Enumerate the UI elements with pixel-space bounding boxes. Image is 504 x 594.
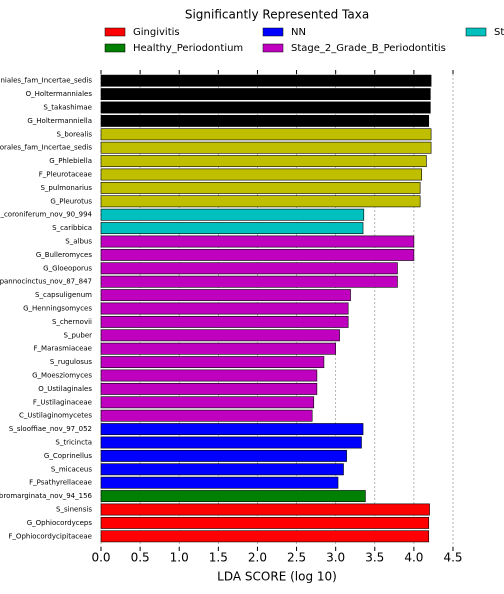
legend-label: Stage_2_Grade_B_Periodontitis [291, 43, 446, 54]
y-tick-label: G_Coprinellus [44, 452, 92, 460]
bar [100, 262, 398, 275]
y-tick-label: pannocinctus_nov_87_847 [0, 278, 92, 286]
legend-label: Healthy_Periodontium [133, 43, 243, 54]
x-tick-label: 4.0 [404, 551, 423, 565]
bar [100, 476, 339, 489]
bar [100, 208, 365, 221]
x-tick-label: 4.5 [443, 551, 462, 565]
legend-label: Gingivitis [133, 27, 180, 38]
bar [100, 449, 347, 462]
bar [100, 101, 431, 114]
y-tick-label: S_tricincta [55, 439, 92, 447]
x-tick-label: 0.5 [131, 551, 150, 565]
y-tick-label: S_capsuligenum [35, 291, 92, 299]
bar [100, 141, 432, 154]
y-tick-label: F_Pleurotaceae [39, 171, 92, 179]
bar [100, 74, 432, 87]
bar [100, 516, 430, 529]
bar [100, 409, 313, 422]
y-tick-label: G_Henningsomyces [23, 305, 92, 313]
legend-label: NN [291, 27, 306, 38]
x-tick-label: 0.0 [91, 551, 110, 565]
bar [100, 342, 336, 355]
bar [100, 155, 427, 168]
y-tick-label: F_Ophiocordycipitaceae [8, 532, 92, 540]
bar [100, 248, 415, 261]
bar [100, 128, 432, 141]
y-tick-label: S_pulmonarius [40, 184, 92, 192]
y-tick-label: S_puber [64, 331, 93, 339]
bar [100, 356, 325, 369]
y-tick-label: aniales_fam_Incertae_sedis [0, 77, 92, 85]
x-tick-label: 1.0 [170, 551, 189, 565]
bar [100, 490, 366, 503]
y-tick-label: G_Pleurotus [50, 197, 92, 205]
y-tick-label: G_Gloeoporus [43, 264, 92, 272]
y-tick-label: F_Ustilaginaceae [33, 398, 92, 406]
y-tick-label: S_borealis [56, 130, 92, 138]
y-tick-label: G_Bulleromyces [36, 251, 92, 259]
legend-label: St [494, 27, 504, 38]
y-tick-label: S_takashimae [43, 104, 92, 112]
bar [100, 369, 318, 382]
y-tick-label: O_Ustilaginales [38, 385, 92, 393]
bar [100, 463, 344, 476]
bar [100, 222, 364, 235]
y-tick-label: G_Phlebiella [49, 157, 92, 165]
y-tick-label: O_Holtermanniales [26, 90, 93, 98]
x-tick-label: 3.5 [365, 551, 384, 565]
bar [100, 396, 315, 409]
bar [100, 315, 349, 328]
legend-swatch [262, 27, 284, 37]
bar [100, 503, 430, 516]
y-tick-label: F_Psathyrellaceae [29, 479, 92, 487]
bar [100, 168, 423, 181]
bar [100, 181, 421, 194]
bar [100, 275, 398, 288]
y-tick-label: C_Ustilaginomycetes [19, 412, 92, 420]
bar [100, 382, 318, 395]
legend-swatch [465, 27, 487, 37]
y-tick-label: G_Ophiocordyceps [27, 519, 93, 527]
y-tick-label: S_sinensis [56, 506, 92, 514]
legend-swatch [262, 43, 284, 53]
y-tick-label: S_micaceus [51, 465, 92, 473]
x-tick-label: 3.0 [326, 551, 345, 565]
x-tick-label: 2.5 [287, 551, 306, 565]
bar [100, 302, 349, 315]
bar [100, 436, 362, 449]
y-tick-label: S_caribbica [52, 224, 92, 232]
bar [100, 329, 340, 342]
y-tick-label: orales_fam_Incertae_sedis [0, 144, 92, 152]
y-tick-label: S_albus [65, 238, 92, 246]
y-tick-label: F_Marasmiaceae [34, 345, 92, 353]
bar [100, 530, 430, 543]
y-tick-label: S_rugulosus [50, 358, 92, 366]
x-axis-label: LDA SCORE (log 10) [217, 570, 337, 584]
bar [100, 289, 351, 302]
y-tick-label: _coroniferum_nov_90_994 [0, 211, 93, 219]
y-tick-label: ubromarginata_nov_94_156 [0, 492, 93, 500]
chart-title: Significantly Represented Taxa [185, 8, 369, 22]
bar [100, 423, 364, 436]
legend-swatch [104, 43, 126, 53]
legend-swatch [104, 27, 126, 37]
bar [100, 88, 431, 101]
y-tick-label: G_Holtermanniella [27, 117, 92, 125]
y-tick-label: S_slooffiae_nov_97_052 [9, 425, 92, 433]
x-tick-label: 2.0 [248, 551, 267, 565]
y-tick-label: G_Moesziomyces [32, 372, 92, 380]
y-tick-label: S_chernovii [52, 318, 92, 326]
x-tick-label: 1.5 [209, 551, 228, 565]
bar [100, 114, 430, 127]
bar [100, 195, 421, 208]
bar [100, 235, 415, 248]
